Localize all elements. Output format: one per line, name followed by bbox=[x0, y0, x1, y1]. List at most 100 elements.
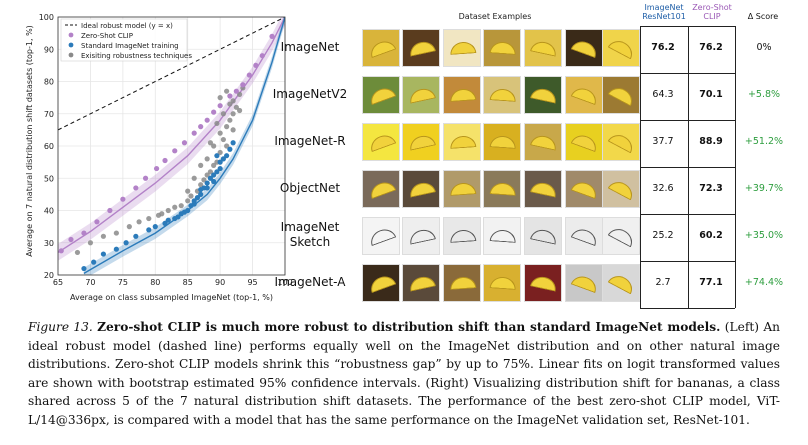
examples-header: Dataset Examples bbox=[458, 12, 532, 21]
legend-label: Standard ImageNet training bbox=[81, 42, 179, 50]
clip-point bbox=[107, 207, 113, 214]
robust-point bbox=[207, 169, 214, 175]
dataset-name: ImageNet bbox=[260, 40, 360, 55]
dataset-name-line: ObjectNet bbox=[279, 181, 341, 195]
clip-point bbox=[253, 62, 259, 68]
banana-shape bbox=[408, 180, 436, 198]
x-tick-label: 75 bbox=[118, 278, 128, 287]
legend-swatch bbox=[68, 52, 74, 58]
banana-shape bbox=[607, 224, 637, 248]
example-thumbnail bbox=[443, 264, 481, 302]
standard-point bbox=[227, 146, 233, 152]
robust-point bbox=[146, 215, 152, 222]
example-thumbnail bbox=[362, 29, 400, 67]
fit-lines bbox=[58, 17, 285, 275]
figure-caption: Figure 13. Zero-shot CLIP is much more r… bbox=[28, 318, 780, 429]
example-thumbnail bbox=[362, 76, 400, 114]
robust-point bbox=[233, 104, 239, 110]
banana-shape bbox=[530, 133, 558, 151]
resnet-header-line1: ImageNet bbox=[644, 3, 684, 12]
example-thumbnail bbox=[402, 264, 440, 302]
standard-point bbox=[194, 195, 201, 201]
legend-label: Zero-Shot CLIP bbox=[81, 32, 133, 40]
banana-shape bbox=[570, 272, 600, 294]
example-thumbnail bbox=[602, 264, 640, 302]
robust-point bbox=[214, 120, 220, 127]
clip-score: 70.1 bbox=[699, 89, 723, 100]
banana-shape bbox=[607, 83, 637, 107]
banana-shape bbox=[530, 274, 558, 292]
chart-legend: Ideal robust model (y = x) Zero-Shot CLIP… bbox=[60, 18, 192, 62]
clip-point bbox=[259, 53, 265, 59]
dataset-name: ImageNet-A bbox=[260, 275, 360, 290]
example-thumbnail bbox=[443, 170, 481, 208]
banana-shape bbox=[367, 37, 397, 59]
robust-point bbox=[185, 188, 191, 194]
robust-point bbox=[74, 249, 81, 256]
example-thumbnail bbox=[565, 123, 603, 161]
robust-point bbox=[201, 177, 207, 183]
x-tick-label: 90 bbox=[215, 278, 225, 287]
example-thumbnail bbox=[402, 170, 440, 208]
clip-point bbox=[240, 82, 246, 88]
example-thumbnail bbox=[602, 217, 640, 255]
example-thumbnail bbox=[483, 29, 521, 67]
standard-point bbox=[214, 153, 220, 159]
standard-point bbox=[146, 227, 152, 233]
clip-point bbox=[94, 219, 100, 225]
table-hline bbox=[640, 73, 735, 74]
table-hline bbox=[640, 120, 735, 121]
clip-score: 88.9 bbox=[699, 136, 723, 147]
clip-point bbox=[162, 157, 168, 164]
standard-point bbox=[165, 217, 171, 223]
clip-point bbox=[233, 88, 239, 94]
delta-score: +74.4% bbox=[744, 277, 784, 288]
example-thumbnail bbox=[483, 123, 521, 161]
standard-point bbox=[204, 180, 210, 186]
robust-point bbox=[188, 193, 194, 199]
banana-shape bbox=[489, 135, 517, 149]
table-hline bbox=[640, 214, 735, 215]
robust-point bbox=[185, 198, 191, 204]
clip-point bbox=[217, 103, 223, 109]
clip-header-line2: CLIP bbox=[703, 12, 721, 21]
robust-point bbox=[178, 203, 184, 209]
clip-point bbox=[246, 72, 252, 78]
example-thumbnail bbox=[402, 29, 440, 67]
x-tick-label: 80 bbox=[150, 278, 160, 287]
delta-column-header: Δ Score bbox=[747, 12, 779, 21]
example-thumbnail bbox=[524, 217, 562, 255]
x-tick-label: 100 bbox=[277, 278, 292, 287]
resnet-column-header: ImageNet ResNet101 bbox=[640, 3, 688, 21]
banana-shape bbox=[570, 225, 600, 247]
banana-shape bbox=[408, 133, 436, 151]
legend-label: Ideal robust model (y = x) bbox=[81, 22, 173, 30]
dataset-name: ImageNetV2 bbox=[260, 87, 360, 102]
robust-point bbox=[230, 127, 236, 133]
standard-point bbox=[207, 175, 214, 181]
standard-point bbox=[204, 185, 210, 191]
clip-score: 76.2 bbox=[699, 42, 723, 53]
legend-label: Exisiting robustness techniques bbox=[81, 52, 192, 60]
banana-shape bbox=[408, 274, 436, 292]
banana-shape bbox=[449, 229, 477, 243]
standard-point bbox=[211, 172, 217, 178]
banana-shape bbox=[530, 180, 558, 198]
example-thumbnail bbox=[524, 29, 562, 67]
clip-point bbox=[204, 117, 210, 123]
banana-shape bbox=[367, 84, 397, 106]
banana-shape bbox=[530, 39, 558, 57]
standard-point bbox=[220, 156, 226, 162]
table-hline bbox=[640, 261, 735, 262]
banana-shape bbox=[570, 178, 600, 200]
y-tick-label: 70 bbox=[44, 110, 54, 119]
banana-shape bbox=[570, 37, 600, 59]
standard-point bbox=[175, 214, 181, 220]
banana-shape bbox=[449, 88, 477, 102]
example-thumbnail bbox=[483, 76, 521, 114]
dataset-name-line: ImageNet bbox=[280, 220, 340, 234]
dataset-name-line: Sketch bbox=[289, 235, 331, 249]
robust-point bbox=[207, 140, 214, 146]
x-tick-label: 95 bbox=[247, 278, 257, 287]
robust-point bbox=[126, 224, 132, 230]
